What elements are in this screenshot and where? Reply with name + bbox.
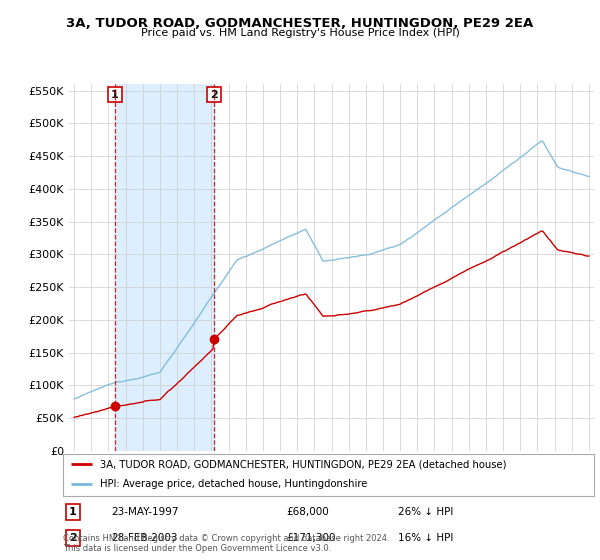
Text: 1: 1 bbox=[111, 90, 119, 100]
Text: Price paid vs. HM Land Registry's House Price Index (HPI): Price paid vs. HM Land Registry's House … bbox=[140, 28, 460, 38]
Text: HPI: Average price, detached house, Huntingdonshire: HPI: Average price, detached house, Hunt… bbox=[100, 479, 368, 489]
Text: 2: 2 bbox=[210, 90, 218, 100]
Text: 3A, TUDOR ROAD, GODMANCHESTER, HUNTINGDON, PE29 2EA (detached house): 3A, TUDOR ROAD, GODMANCHESTER, HUNTINGDO… bbox=[100, 459, 506, 469]
Text: 16% ↓ HPI: 16% ↓ HPI bbox=[398, 533, 453, 543]
Text: Contains HM Land Registry data © Crown copyright and database right 2024.
This d: Contains HM Land Registry data © Crown c… bbox=[63, 534, 389, 553]
Text: 28-FEB-2003: 28-FEB-2003 bbox=[111, 533, 177, 543]
Text: £68,000: £68,000 bbox=[286, 507, 329, 517]
Text: £171,300: £171,300 bbox=[286, 533, 335, 543]
Text: 1: 1 bbox=[68, 507, 76, 517]
Text: 26% ↓ HPI: 26% ↓ HPI bbox=[398, 507, 453, 517]
Text: 3A, TUDOR ROAD, GODMANCHESTER, HUNTINGDON, PE29 2EA: 3A, TUDOR ROAD, GODMANCHESTER, HUNTINGDO… bbox=[67, 17, 533, 30]
Text: 2: 2 bbox=[68, 533, 76, 543]
Text: 23-MAY-1997: 23-MAY-1997 bbox=[111, 507, 178, 517]
Bar bbox=[115, 84, 214, 451]
